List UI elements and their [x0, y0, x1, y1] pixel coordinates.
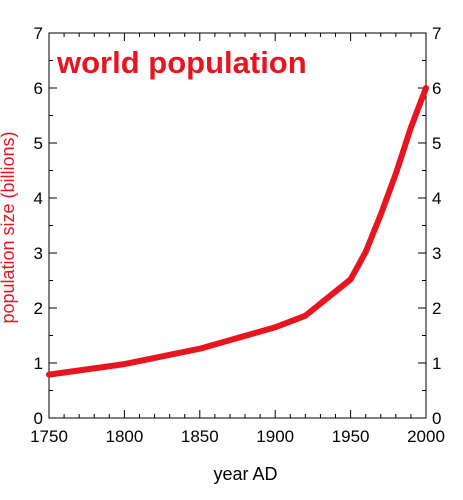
y-tick-label-right: 7: [432, 24, 441, 43]
y-tick-label-right: 3: [432, 244, 441, 263]
x-tick-label: 2000: [407, 427, 445, 446]
y-axis-title: population size (billions): [0, 131, 18, 323]
y-tick-label: 7: [34, 24, 43, 43]
y-tick-label-right: 2: [432, 299, 441, 318]
y-tick-label: 6: [34, 79, 43, 98]
y-tick-label-right: 5: [432, 134, 441, 153]
y-tick-label: 3: [34, 244, 43, 263]
tick-labels: 0 0 1 1 2 2 3 3 4 4 5 5 6 6 7 7 1750 1800 1850 1900 1950 2000: [30, 24, 445, 446]
population-line: [46, 85, 429, 378]
y-tick-label: 1: [34, 354, 43, 373]
y-tick-label-right: 0: [432, 409, 441, 428]
x-axis-title: year AD: [213, 464, 277, 484]
x-tick-label: 1850: [181, 427, 219, 446]
x-tick-label: 1750: [30, 427, 68, 446]
y-tick-label: 0: [34, 409, 43, 428]
x-tick-label: 1950: [332, 427, 370, 446]
y-tick-label: 5: [34, 134, 43, 153]
tick-marks: [48, 32, 427, 419]
y-tick-label: 2: [34, 299, 43, 318]
x-tick-label: 1800: [105, 427, 143, 446]
y-tick-label-right: 4: [432, 189, 441, 208]
y-tick-label-right: 6: [432, 79, 441, 98]
x-tick-label: 1900: [256, 427, 294, 446]
y-tick-label: 4: [34, 189, 43, 208]
y-tick-label-right: 1: [432, 354, 441, 373]
chart-title: world population: [56, 45, 307, 80]
plot-frame: [48, 32, 427, 419]
